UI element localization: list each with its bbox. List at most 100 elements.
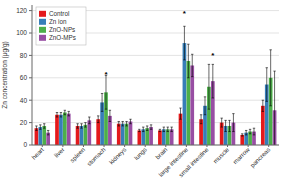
error-bar (105, 76, 107, 110)
bar (137, 130, 141, 145)
x-tick-label: heart (30, 146, 45, 161)
legend-swatch (39, 35, 46, 41)
bar (190, 65, 194, 145)
legend-label: ZnO-NPs (49, 26, 75, 33)
error-bar (245, 130, 247, 134)
error-bar (129, 119, 131, 123)
error-bar (138, 129, 140, 131)
bar (121, 124, 125, 145)
legend-swatch (39, 27, 46, 33)
error-bar (76, 124, 78, 128)
error-bar (125, 121, 127, 125)
bar (55, 115, 59, 145)
tick-mark (145, 145, 146, 147)
bar (80, 126, 84, 145)
y-tick-label: 60 (20, 74, 28, 81)
x-tick-label: kidneys (108, 146, 128, 166)
error-bar (64, 110, 66, 114)
error-bar (200, 115, 202, 124)
bar (84, 125, 88, 145)
y-tick-label: 20 (20, 119, 28, 126)
error-bar (253, 128, 255, 135)
x-tick-label: small intestine (177, 145, 210, 178)
bar (59, 115, 63, 145)
error-bar (121, 121, 123, 125)
tick-mark (62, 145, 63, 147)
legend-box (36, 7, 86, 45)
y-tick-label: 120 (16, 7, 27, 14)
legend-label: ZnO-MPs (49, 34, 76, 41)
tick-mark (124, 145, 125, 147)
error-bar (60, 113, 62, 117)
error-bar (167, 127, 169, 131)
error-bar (118, 121, 120, 125)
tick-mark (104, 145, 105, 147)
x-tick-label: lungs (133, 146, 148, 161)
y-tick-label: 40 (20, 97, 28, 104)
tick-mark (206, 145, 207, 147)
bar (149, 127, 153, 145)
tick-mark (268, 145, 269, 147)
error-bar (47, 130, 49, 134)
error-bar (159, 129, 161, 131)
error-bar (80, 124, 82, 128)
error-bar (109, 110, 111, 121)
error-bar (39, 125, 41, 129)
tick-mark (248, 145, 249, 147)
error-bar (150, 125, 152, 129)
bar (87, 120, 91, 145)
bar (76, 126, 80, 145)
bar (42, 126, 46, 145)
error-bar (212, 64, 214, 98)
tick-mark (165, 145, 166, 147)
bar (129, 121, 133, 145)
bar (67, 114, 71, 145)
annotation: * (183, 9, 187, 18)
y-tick-label: 80 (20, 52, 28, 59)
x-axis: heart liverspleenstomachkidneys lungs brain… (30, 145, 271, 178)
x-tick-label: liver (53, 146, 66, 159)
legend: ControlZn ionZnO-NPsZnO-MPs (36, 7, 86, 45)
legend-swatch (39, 11, 46, 17)
annotations: *** (104, 9, 215, 80)
error-bar (43, 124, 45, 128)
bar (125, 124, 129, 145)
bar (158, 130, 162, 145)
grid-line (32, 55, 279, 56)
x-tick-label: stomach (85, 145, 107, 167)
error-bar (220, 118, 222, 127)
error-bar (35, 126, 37, 130)
error-bar (84, 123, 86, 127)
bar (63, 113, 67, 145)
error-bar (56, 113, 58, 117)
error-bar (224, 120, 226, 131)
x-tick-label: muscle (211, 145, 230, 164)
error-bar (232, 114, 234, 132)
y-axis-label: Zn concentration (μg/g) (1, 41, 9, 108)
bar (240, 135, 244, 145)
error-bar (208, 64, 210, 109)
tick-mark (42, 145, 43, 147)
error-bar (163, 127, 165, 131)
y-axis-line (32, 5, 33, 145)
error-bar (187, 44, 189, 78)
error-bar (101, 93, 103, 111)
y-tick-label: 0 (23, 141, 27, 148)
error-bar (262, 100, 264, 111)
legend-swatch (39, 19, 46, 25)
y-tick-label: 100 (16, 29, 27, 36)
error-bar (97, 116, 99, 123)
legend-label: Zn ion (49, 18, 67, 25)
error-bar (68, 111, 70, 115)
x-tick-label: brain (154, 145, 169, 160)
error-bar (170, 127, 172, 131)
error-bar (191, 54, 193, 76)
error-bar (249, 129, 251, 133)
x-tick-label: spleen (68, 145, 86, 163)
error-bar (88, 117, 90, 124)
error-bar (269, 50, 271, 106)
error-bar (273, 71, 275, 145)
bar (96, 119, 100, 145)
bar (117, 124, 121, 145)
chart: 0 20 40 60 80 100 120 heart liverspleenstomachki… (0, 0, 283, 189)
